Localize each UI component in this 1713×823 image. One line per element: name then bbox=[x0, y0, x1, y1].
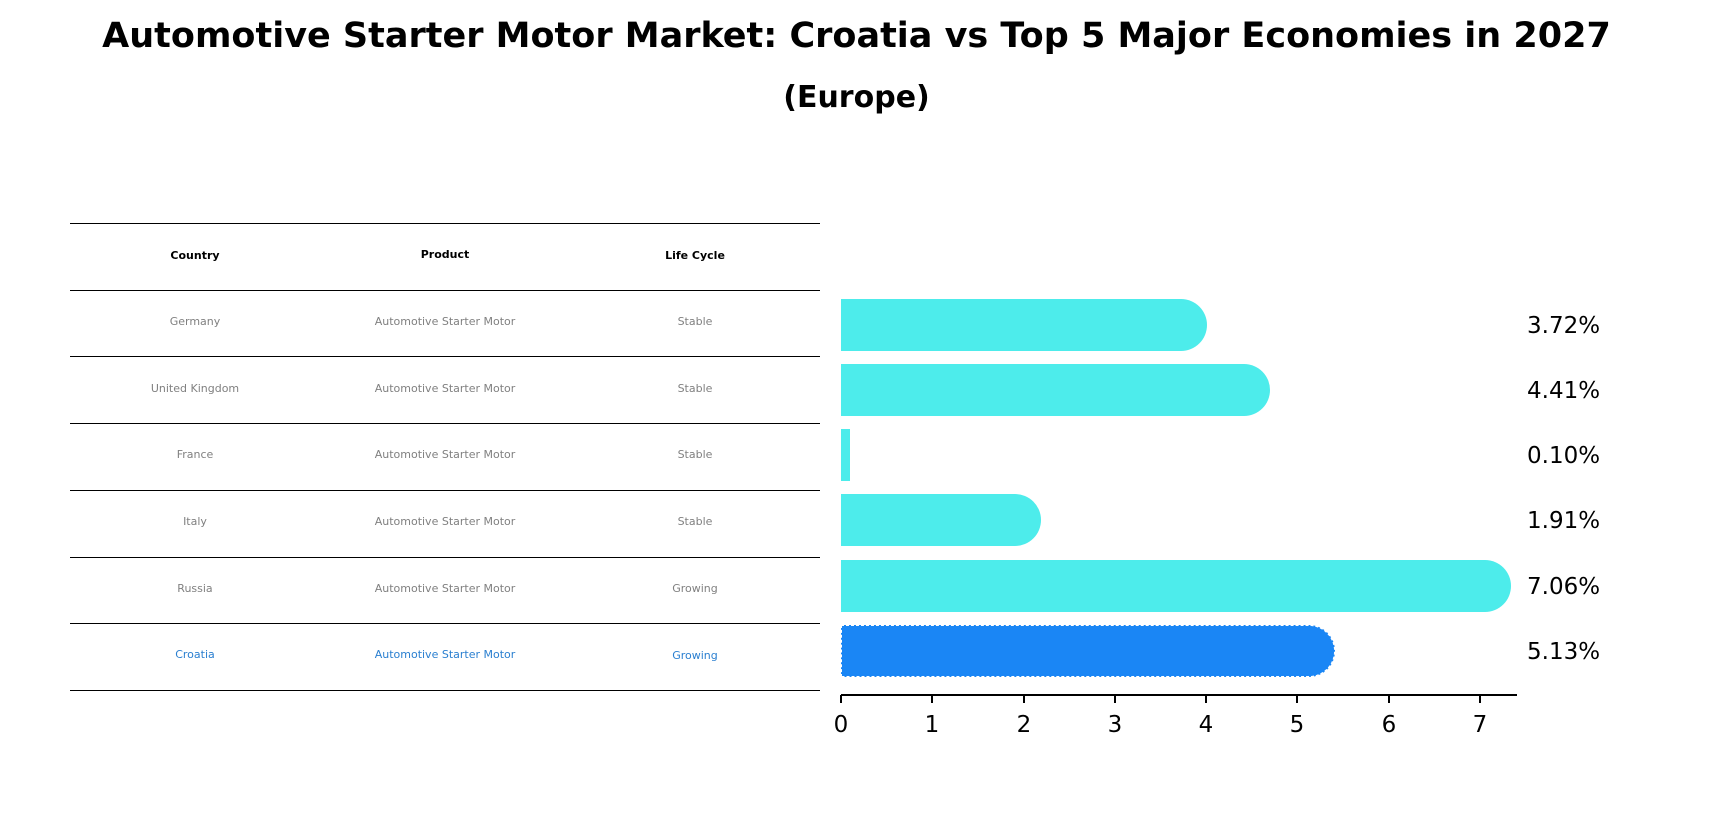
x-tick-label: 5 bbox=[1289, 712, 1305, 738]
cell-life-cycle: Stable bbox=[677, 448, 713, 461]
value-label: 5.13% bbox=[1527, 639, 1601, 665]
cell-country: France bbox=[176, 448, 214, 461]
x-tick-label: 0 bbox=[833, 712, 849, 738]
cell-country: Russia bbox=[177, 582, 213, 595]
table-rule bbox=[70, 356, 820, 357]
bar-russia bbox=[841, 560, 1511, 612]
x-tick bbox=[1296, 695, 1298, 703]
cell-life-cycle: Growing bbox=[672, 649, 718, 662]
cell-product: Automotive Starter Motor bbox=[374, 315, 516, 328]
chart-subtitle: (Europe) bbox=[783, 80, 930, 115]
x-tick-label: 4 bbox=[1198, 712, 1214, 738]
x-tick-label: 2 bbox=[1016, 712, 1032, 738]
x-tick-label: 6 bbox=[1381, 712, 1397, 738]
column-header-country: Country bbox=[170, 249, 220, 262]
bar-germany bbox=[841, 299, 1207, 351]
cell-product: Automotive Starter Motor bbox=[374, 515, 516, 528]
cell-product: Automotive Starter Motor bbox=[374, 648, 516, 661]
x-tick bbox=[1388, 695, 1390, 703]
value-label: 1.91% bbox=[1527, 508, 1601, 534]
x-tick bbox=[1114, 695, 1116, 703]
bar-united-kingdom bbox=[841, 364, 1270, 416]
value-label: 7.06% bbox=[1527, 574, 1601, 600]
bar-france bbox=[841, 429, 850, 481]
bar-italy bbox=[841, 494, 1041, 546]
table-rule bbox=[70, 223, 820, 224]
table-rule bbox=[70, 690, 820, 691]
x-tick-label: 7 bbox=[1472, 712, 1488, 738]
bar-croatia bbox=[841, 625, 1335, 677]
table-rule bbox=[70, 623, 820, 624]
cell-country: Germany bbox=[169, 315, 221, 328]
x-axis bbox=[841, 694, 1517, 696]
cell-life-cycle: Stable bbox=[677, 382, 713, 395]
table-rule bbox=[70, 490, 820, 491]
cell-product: Automotive Starter Motor bbox=[374, 448, 516, 461]
column-header-life-cycle: Life Cycle bbox=[665, 249, 725, 262]
x-tick-label: 1 bbox=[924, 712, 940, 738]
cell-country: Italy bbox=[183, 515, 207, 528]
chart-title: Automotive Starter Motor Market: Croatia… bbox=[102, 16, 1611, 56]
cell-country: United Kingdom bbox=[150, 382, 240, 395]
x-tick bbox=[1205, 695, 1207, 703]
cell-life-cycle: Stable bbox=[677, 315, 713, 328]
cell-product: Automotive Starter Motor bbox=[374, 382, 516, 395]
table-rule bbox=[70, 423, 820, 424]
value-label: 3.72% bbox=[1527, 313, 1601, 339]
x-tick bbox=[1023, 695, 1025, 703]
column-header-product: Product bbox=[420, 248, 470, 261]
cell-country: Croatia bbox=[175, 648, 215, 661]
table-rule bbox=[70, 557, 820, 558]
cell-life-cycle: Stable bbox=[677, 515, 713, 528]
x-tick bbox=[1479, 695, 1481, 703]
x-tick bbox=[840, 695, 842, 703]
value-label: 0.10% bbox=[1527, 443, 1601, 469]
value-label: 4.41% bbox=[1527, 378, 1601, 404]
x-tick bbox=[931, 695, 933, 703]
cell-product: Automotive Starter Motor bbox=[374, 582, 516, 595]
x-tick-label: 3 bbox=[1107, 712, 1123, 738]
table-rule bbox=[70, 290, 820, 291]
cell-life-cycle: Growing bbox=[672, 582, 718, 595]
